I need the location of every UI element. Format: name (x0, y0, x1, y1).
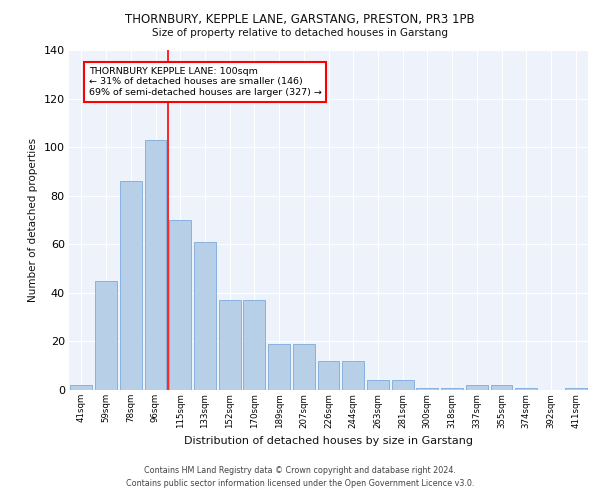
Bar (491, 385, 512, 390)
Bar (392, 380, 413, 390)
Bar (466, 385, 488, 390)
Bar (416, 388, 438, 390)
Bar (565, 388, 587, 390)
Bar (367, 380, 389, 390)
Text: THORNBURY KEPPLE LANE: 100sqm
← 31% of detached houses are smaller (146)
69% of : THORNBURY KEPPLE LANE: 100sqm ← 31% of d… (89, 67, 322, 97)
Bar (317, 361, 340, 390)
Bar (95, 280, 117, 390)
Bar (70, 385, 92, 390)
Bar (244, 300, 265, 390)
Bar (145, 140, 166, 390)
Text: Size of property relative to detached houses in Garstang: Size of property relative to detached ho… (152, 28, 448, 38)
Y-axis label: Number of detached properties: Number of detached properties (28, 138, 38, 302)
Bar (219, 300, 241, 390)
Bar (343, 361, 364, 390)
Bar (293, 344, 314, 390)
X-axis label: Distribution of detached houses by size in Garstang: Distribution of detached houses by size … (184, 436, 473, 446)
Bar (120, 181, 142, 390)
Bar (169, 220, 191, 390)
Bar (268, 344, 290, 390)
Text: THORNBURY, KEPPLE LANE, GARSTANG, PRESTON, PR3 1PB: THORNBURY, KEPPLE LANE, GARSTANG, PRESTO… (125, 12, 475, 26)
Text: Contains HM Land Registry data © Crown copyright and database right 2024.
Contai: Contains HM Land Registry data © Crown c… (126, 466, 474, 487)
Bar (194, 242, 216, 390)
Bar (441, 388, 463, 390)
Bar (515, 388, 537, 390)
